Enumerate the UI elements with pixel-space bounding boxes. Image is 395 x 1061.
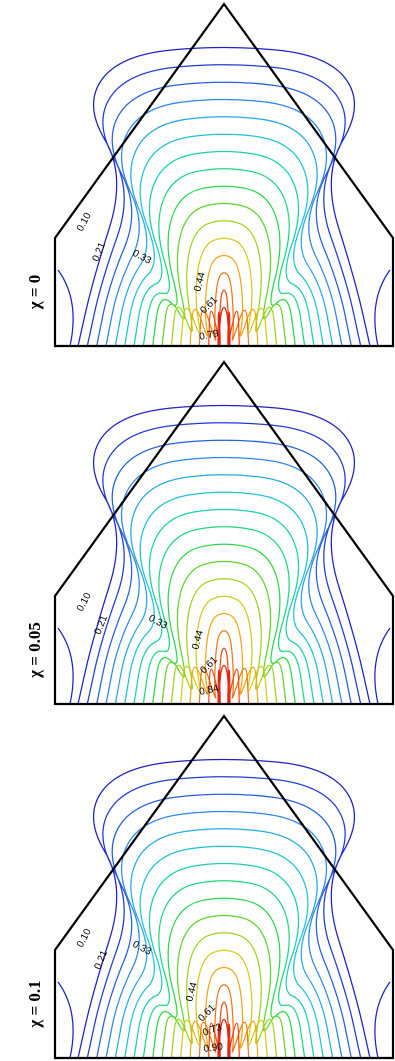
contour-line [96,81,352,347]
contour-label: 0.61 [198,654,220,676]
contour-line [124,133,324,347]
contour-line [170,578,278,705]
contour-line [114,828,334,1059]
chi-label: χ = 0.05 [25,622,44,679]
contour-line [198,630,250,705]
contour-line [96,439,352,705]
contour-label: 0.10 [75,211,94,234]
contour-line [96,793,352,1059]
contour-label: 0.90 [203,1041,224,1055]
chi-label: χ = 0.1 [25,980,44,1028]
contour-line [142,526,306,705]
contour-label: 0.61 [198,294,220,316]
contour-label: 0.10 [75,927,94,950]
contour-lines [57,758,391,1059]
contour-line [124,845,324,1059]
contour-labels: 0.10 0.21 0.33 0.44 0.61 0.73 0.90 [75,927,224,1055]
panel-chi-0-05: 0.10 0.21 0.33 0.44 0.61 0.84 χ = 0.05 [25,360,395,706]
contour-line [374,627,391,705]
panel-chi-0-1: 0.10 0.21 0.33 0.44 0.61 0.73 0.90 χ = 0… [25,714,395,1060]
contour-line [77,758,371,1059]
contour-line [217,1018,231,1059]
panel-chi-0: 0.10 0.21 0.33 0.44 0.61 0.79 χ = 0 [25,2,395,348]
contour-line [57,627,74,705]
contour-line [180,237,268,347]
contour-line [133,508,315,705]
contour-line [77,46,371,347]
contour-line [217,306,231,347]
domain-boundary [53,714,395,1060]
contour-line [114,474,334,705]
contour-line [180,949,268,1059]
contour-line [133,862,315,1059]
contour-line [57,269,74,347]
domain-boundary [53,2,395,348]
contour-line [180,595,268,705]
contour-line [77,404,371,705]
contour-label: 0.44 [192,271,208,293]
chi-label: χ = 0 [25,275,44,311]
contour-lines [57,46,391,347]
contour-line [374,981,391,1059]
contour-line [198,984,250,1059]
contour-label: 0.84 [198,683,220,698]
contour-line [189,612,259,705]
contour-line [217,664,231,705]
contour-line [161,560,287,705]
contour-line [86,64,362,347]
contour-line [57,981,74,1059]
contour-lines [57,404,391,705]
contour-line [152,897,296,1059]
contour-line [198,272,250,347]
contour-line [170,932,278,1059]
contour-line [170,220,278,347]
contour-line [114,116,334,347]
contour-line [189,966,259,1059]
contour-line [142,168,306,347]
contour-line [105,810,343,1059]
contour-line [105,98,343,347]
contour-line [124,491,324,705]
contour-label: 0.79 [198,328,220,343]
contour-line [133,150,315,347]
contour-line [86,776,362,1059]
contour-label: 0.33 [131,939,154,958]
domain-boundary [53,360,395,706]
contour-label: 0.10 [75,591,94,614]
contour-line [86,422,362,705]
contour-label: 0.21 [93,949,111,972]
contour-line [142,880,306,1059]
contour-label: 0.44 [190,629,206,651]
contour-line [152,543,296,705]
contour-label: 0.44 [184,981,200,1003]
contour-label: 0.21 [91,241,109,264]
contour-line [105,456,343,705]
contour-line [161,202,287,347]
contour-label: 0.33 [131,248,154,267]
contour-line [152,185,296,347]
contour-line [189,254,259,347]
contour-line [374,269,391,347]
contour-line [161,914,287,1059]
